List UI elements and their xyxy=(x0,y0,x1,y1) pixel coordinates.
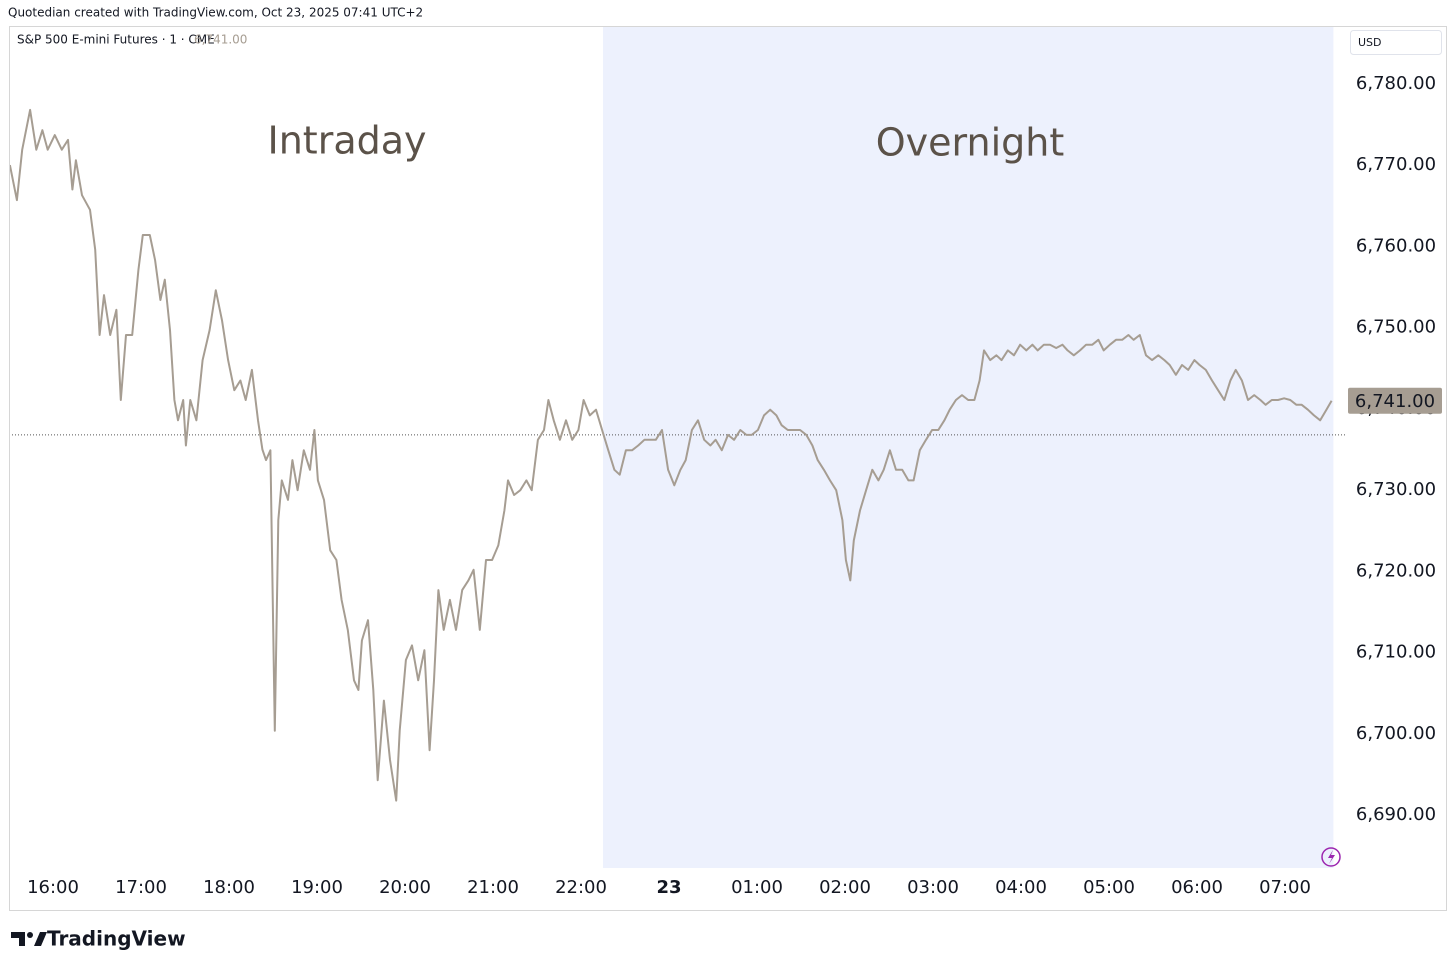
y-tick-label: 6,710.00 xyxy=(1356,642,1436,663)
annotation: Overnight xyxy=(876,121,1064,165)
x-tick-label: 20:00 xyxy=(379,877,431,898)
y-tick-label: 6,720.00 xyxy=(1356,560,1436,581)
last-price-box xyxy=(1348,387,1442,414)
lightning-glyph xyxy=(1328,850,1335,864)
currency[interactable]: USD xyxy=(1358,36,1382,49)
y-tick-label: 6,750.00 xyxy=(1356,317,1436,338)
plot-layer: Intraday Overnight xyxy=(8,27,1346,868)
x-tick-label: 01:00 xyxy=(731,877,783,898)
x-tick-label: 06:00 xyxy=(1171,877,1223,898)
currency-button[interactable] xyxy=(1350,30,1442,55)
brand: TradingView xyxy=(47,927,186,951)
x-tick-label: 02:00 xyxy=(819,877,871,898)
x-tick-label: 04:00 xyxy=(995,877,1047,898)
y-tick-label: 6,730.00 xyxy=(1356,479,1436,500)
x-tick-label: 16:00 xyxy=(27,877,79,898)
x-tick-label: 21:00 xyxy=(467,877,519,898)
x-tick-label: 22:00 xyxy=(555,877,607,898)
price-line xyxy=(8,108,1333,802)
y-tick-label: 6,780.00 xyxy=(1356,73,1436,94)
header: Quotedian created with TradingView.com, … xyxy=(8,6,423,20)
x-tick-label: 03:00 xyxy=(907,877,959,898)
legend-title: S&P 500 E-mini Futures · 1 · CME xyxy=(17,33,215,47)
y-tick-label: 6,770.00 xyxy=(1356,154,1436,175)
x-tick-label: 17:00 xyxy=(115,877,167,898)
x-tick-label: 18:00 xyxy=(203,877,255,898)
lightning-icon[interactable] xyxy=(1321,847,1341,867)
y-tick-label: 6,760.00 xyxy=(1356,235,1436,256)
last-price-label: 6,741.00 xyxy=(1355,391,1435,412)
legend-value: 6,741.00 xyxy=(194,33,247,47)
x-tick-label: 19:00 xyxy=(291,877,343,898)
x-tick-label: 05:00 xyxy=(1083,877,1135,898)
x-tick-label: 23 xyxy=(656,877,681,898)
annotation: Intraday xyxy=(268,119,427,163)
session-shade xyxy=(603,27,1334,868)
y-tick-label: 6,690.00 xyxy=(1356,804,1436,825)
y-tick-label: 6,700.00 xyxy=(1356,723,1436,744)
x-tick-label: 07:00 xyxy=(1259,877,1311,898)
brand-logo xyxy=(11,932,47,946)
frame xyxy=(9,26,1447,911)
